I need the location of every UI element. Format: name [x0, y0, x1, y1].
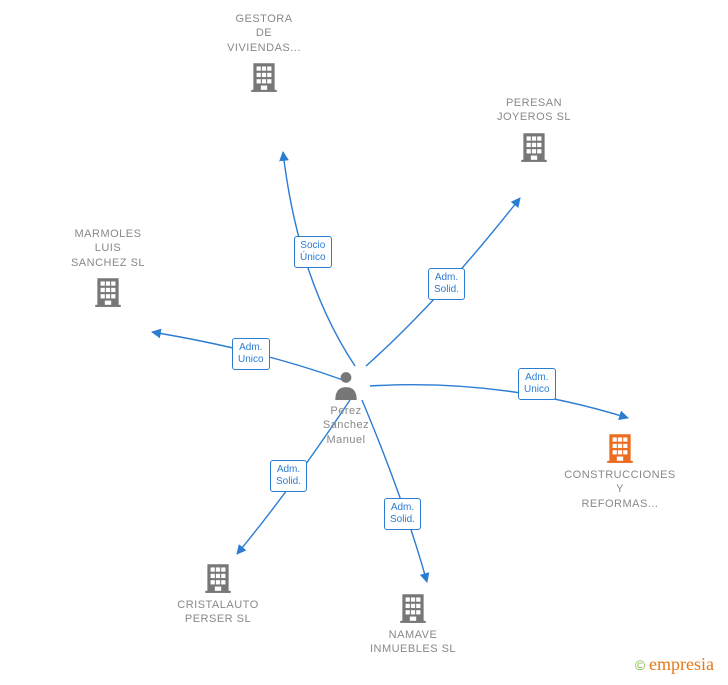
- edge-label-gestora: Socio Único: [294, 236, 332, 268]
- company-node-construc: CONSTRUCCIONES Y REFORMAS...: [560, 430, 680, 511]
- center-label: Perez Sanchez Manuel: [323, 404, 369, 447]
- edge-label-cristal: Adm. Solid.: [270, 460, 307, 492]
- brand-name: empresia: [649, 654, 714, 674]
- copyright: © empresia: [635, 654, 714, 675]
- building-icon: [91, 274, 125, 308]
- building-icon: [201, 560, 235, 594]
- center-person-node: Perez Sanchez Manuel: [316, 370, 376, 447]
- company-node-cristal: CRISTALAUTO PERSER SL: [158, 560, 278, 627]
- building-icon: [247, 59, 281, 93]
- copyright-symbol: ©: [635, 657, 645, 673]
- company-label: MARMOLES LUIS SANCHEZ SL: [71, 227, 145, 270]
- company-label: CONSTRUCCIONES Y REFORMAS...: [564, 468, 676, 511]
- company-label: NAMAVE INMUEBLES SL: [370, 628, 456, 657]
- building-icon: [396, 590, 430, 624]
- company-node-namave: NAMAVE INMUEBLES SL: [353, 590, 473, 657]
- company-node-gestora: GESTORA DE VIVIENDAS...: [204, 12, 324, 93]
- person-icon: [333, 370, 359, 400]
- edge-label-namave: Adm. Solid.: [384, 498, 421, 530]
- edge-label-marmoles: Adm. Unico: [232, 338, 270, 370]
- company-label: CRISTALAUTO PERSER SL: [177, 598, 259, 627]
- edge-label-construc: Adm. Unico: [518, 368, 556, 400]
- edge-construc: [370, 385, 628, 418]
- building-icon: [603, 430, 637, 464]
- company-label: GESTORA DE VIVIENDAS...: [227, 12, 301, 55]
- edge-label-peresan: Adm. Solid.: [428, 268, 465, 300]
- edges-layer: [0, 0, 728, 685]
- company-node-marmoles: MARMOLES LUIS SANCHEZ SL: [48, 227, 168, 308]
- company-label: PERESAN JOYEROS SL: [497, 96, 571, 125]
- building-icon: [517, 129, 551, 163]
- company-node-peresan: PERESAN JOYEROS SL: [474, 96, 594, 163]
